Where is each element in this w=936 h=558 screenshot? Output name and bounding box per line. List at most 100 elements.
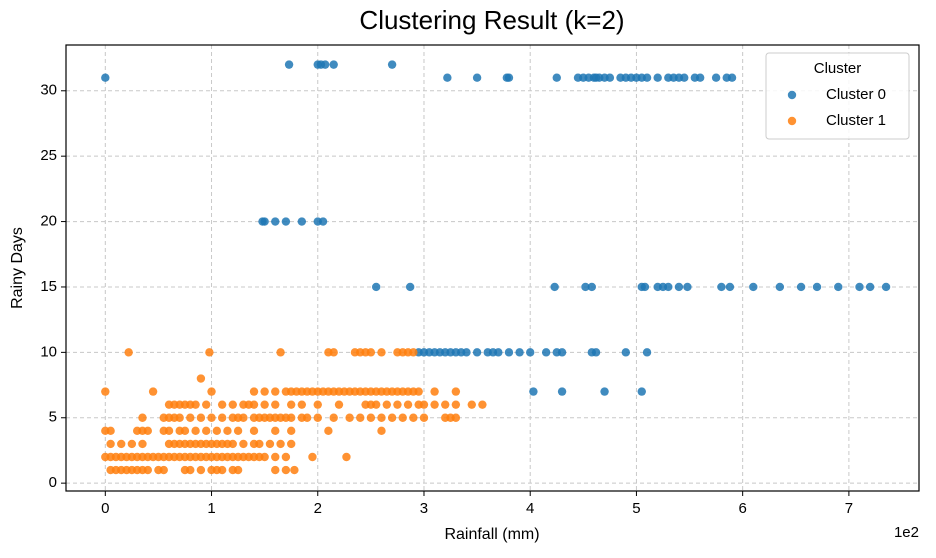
point [233,465,243,475]
point [419,400,429,409]
point [186,413,195,422]
point [260,452,269,462]
point [260,387,269,396]
x-tick-label: 4 [526,500,534,517]
point [550,282,559,292]
point [297,400,307,409]
y-tick-label: 25 [40,147,57,164]
point [834,282,843,292]
point [228,439,237,449]
point [271,387,280,396]
point [239,413,248,422]
point [101,73,110,82]
legend-box [765,52,910,140]
point [138,439,147,449]
point [313,413,322,422]
point [302,413,312,422]
point [281,452,291,462]
point [398,413,407,422]
point [233,426,243,436]
point [117,439,126,449]
point [377,413,386,422]
chart-title: Clustering Result (k=2) [359,5,624,35]
point [223,426,232,436]
point [717,282,726,292]
point [725,282,735,292]
point [382,400,392,409]
point [640,282,650,292]
point [451,400,461,409]
point [345,413,354,422]
point [320,60,330,69]
point [865,282,875,292]
point [855,282,864,292]
point [287,426,296,436]
point [642,73,652,82]
point [205,348,214,357]
point [191,400,200,409]
point [587,282,597,292]
point [191,426,200,436]
legend-marker [787,116,797,126]
point [462,348,471,357]
legend-label: Cluster 0 [826,86,886,103]
point [472,348,482,357]
point [217,413,227,422]
point [637,387,646,396]
point [217,465,227,475]
point [443,73,452,82]
point [515,348,524,357]
point [711,73,721,82]
point [796,282,806,292]
point [377,348,386,357]
point [467,400,476,409]
point [605,73,615,82]
point [143,426,152,436]
y-tick-label: 5 [49,409,57,426]
point [271,217,280,226]
point [334,400,344,409]
point [202,400,211,409]
point [441,400,450,409]
legend-marker [787,90,797,100]
point [249,400,259,409]
point [642,348,652,357]
point [281,465,291,475]
point [202,426,211,436]
point [674,282,684,292]
point [276,348,285,357]
point [526,348,535,357]
point [812,282,822,292]
point [281,217,291,226]
point [101,387,110,396]
point [695,73,705,82]
point [621,348,631,357]
point [356,413,365,422]
point [371,400,381,409]
x-tick-label: 6 [738,500,746,517]
point [329,413,338,422]
y-tick-label: 20 [40,213,57,230]
point [287,439,296,449]
point [196,413,206,422]
point [175,413,184,422]
point [552,73,561,82]
point [287,400,296,409]
x-tick-label: 5 [632,500,640,517]
point [324,426,333,436]
point [405,282,415,292]
series [101,60,891,396]
point [143,465,152,475]
point [504,348,514,357]
point [342,452,351,462]
point [228,400,237,409]
point [207,413,216,422]
point [430,387,439,396]
plot-frame [65,44,920,492]
point [775,282,785,292]
point [138,413,147,422]
point [106,426,115,436]
point [664,282,673,292]
point [494,348,503,357]
